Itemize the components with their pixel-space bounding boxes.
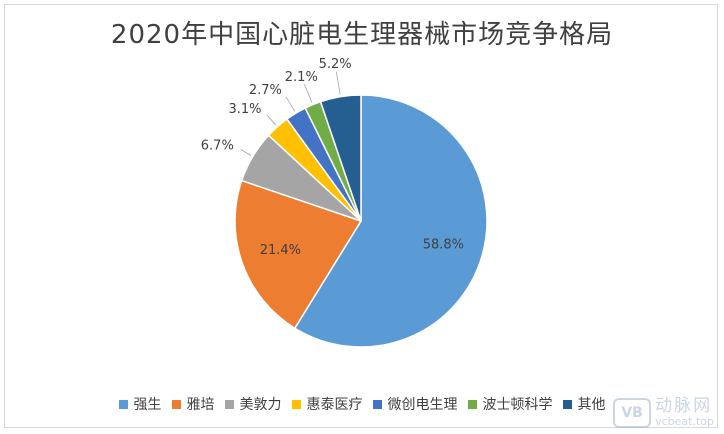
legend-item-6: 其他 — [562, 394, 606, 414]
legend-item-3: 惠泰医疗 — [291, 394, 363, 414]
legend-item-1: 雅培 — [171, 394, 215, 414]
legend-label: 美敦力 — [239, 397, 282, 413]
legend-label: 波士顿科学 — [482, 397, 553, 413]
legend: 强生 雅培 美敦力 惠泰医疗 微创电生理 波士顿科学 其他 — [0, 394, 724, 414]
data-label-2: 6.7% — [201, 138, 234, 153]
legend-item-5: 波士顿科学 — [467, 394, 553, 414]
legend-label: 惠泰医疗 — [306, 397, 363, 413]
data-label-6: 5.2% — [319, 57, 352, 72]
legend-swatch — [171, 399, 181, 409]
data-label-3: 3.1% — [228, 102, 261, 117]
pie-slice-0 — [293, 94, 488, 348]
legend-item-2: 美敦力 — [224, 394, 282, 414]
leader-line-4 — [285, 96, 296, 112]
legend-swatch — [224, 399, 234, 409]
watermark-url: vcbeat.top — [655, 415, 714, 429]
data-label-0: 58.8% — [423, 237, 464, 252]
legend-swatch — [562, 399, 572, 409]
pie-slices — [234, 94, 488, 348]
watermark: VB 动脉网 vcbeat.top — [613, 396, 714, 429]
leader-line-2 — [240, 149, 252, 156]
legend-swatch — [291, 399, 301, 409]
pie-slice-1 — [234, 179, 363, 330]
watermark-name: 动脉网 — [655, 396, 713, 417]
chart-title: 2020年中国心脏电生理器械市场竞争格局 — [110, 20, 614, 50]
data-label-5: 2.1% — [285, 70, 318, 85]
leader-lines — [240, 71, 341, 156]
data-label-1: 21.4% — [260, 243, 301, 258]
legend-swatch — [372, 399, 382, 409]
data-labels: 58.8% 21.4% 6.7% 3.1% 2.7%2.1%5.2% — [201, 57, 464, 258]
pie-slice-6 — [319, 94, 362, 222]
legend-label: 微创电生理 — [387, 397, 458, 413]
leader-line-3 — [266, 114, 277, 126]
legend-label: 其他 — [577, 397, 606, 413]
legend-label: 雅培 — [186, 397, 215, 413]
leader-line-5 — [304, 84, 313, 103]
legend-item-4: 微创电生理 — [372, 394, 458, 414]
legend-swatch — [467, 399, 477, 409]
leader-line-6 — [336, 71, 341, 95]
legend-label: 强生 — [133, 397, 162, 413]
data-label-4: 2.7% — [249, 83, 282, 98]
legend-item-0: 强生 — [118, 394, 162, 414]
watermark-logo: VB — [613, 398, 652, 428]
legend-swatch — [118, 399, 128, 409]
